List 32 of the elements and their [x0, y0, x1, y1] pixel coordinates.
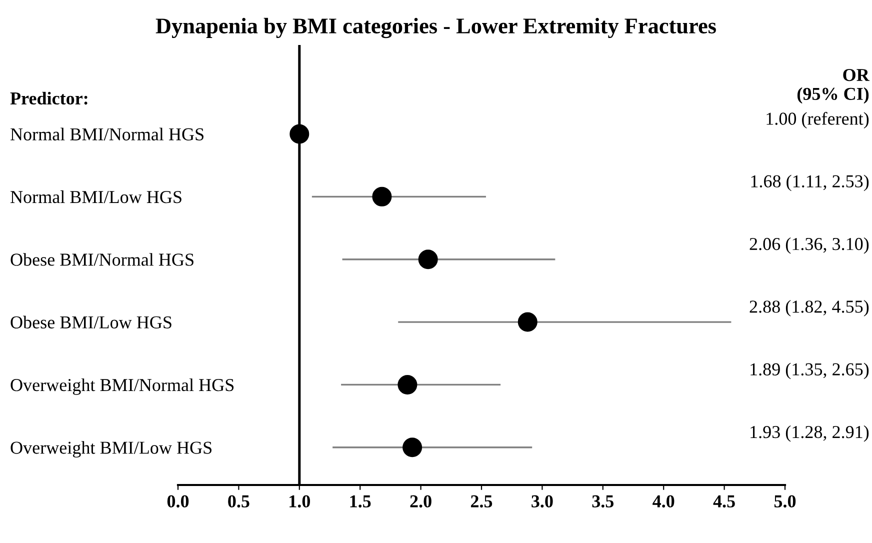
data-label: 1.93 (1.28, 2.91) — [750, 425, 869, 442]
x-tick-label: 2.0 — [410, 495, 432, 508]
x-tick-label: 3.5 — [592, 495, 614, 508]
x-tick-label: 5.0 — [774, 495, 796, 508]
text: OR (95% CI) — [797, 68, 870, 104]
data-label: 1.68 (1.11, 2.53) — [751, 174, 869, 192]
x-tick-label: 4.5 — [713, 495, 735, 508]
y-axis-title: Predictor: — [10, 92, 88, 105]
x-tick-label: 1.5 — [350, 495, 371, 508]
y-tick-label: Overweight BMI/Low HGS — [10, 441, 212, 458]
x-tick-label: 0.0 — [167, 495, 189, 508]
data-label: 1.89 (1.35, 2.65) — [750, 362, 869, 380]
y-tick-label: Normal BMI/Normal HGS — [10, 128, 204, 140]
x-tick-label: 3.0 — [532, 495, 553, 508]
data-label: 2.06 (1.36, 3.10) — [750, 237, 869, 254]
point — [402, 438, 422, 458]
point — [290, 124, 310, 144]
data-label: 1.00 (referent) — [766, 112, 869, 128]
chart-title: Dynapenia by BMI categories - Lower Extremity Fractures — [156, 18, 716, 38]
point — [398, 374, 418, 394]
data-label: 2.88 (1.82, 4.55) — [750, 300, 869, 316]
x-tick-label: 1.0 — [290, 495, 310, 508]
y-tick-label: Overweight BMI/Normal HGS — [10, 378, 234, 395]
x-tick-label: 4.0 — [652, 495, 674, 508]
y-tick-label: Normal BMI/Low HGS — [10, 190, 182, 204]
y-tick-label: Obese BMI/Low HGS — [10, 316, 172, 328]
y-tick-label: Obese BMI/Normal HGS — [10, 253, 194, 266]
x-tick-label: 0.5 — [228, 495, 250, 508]
x-tick-label: 2.5 — [470, 495, 492, 508]
point — [418, 250, 438, 270]
point — [372, 186, 392, 206]
point — [518, 312, 538, 332]
